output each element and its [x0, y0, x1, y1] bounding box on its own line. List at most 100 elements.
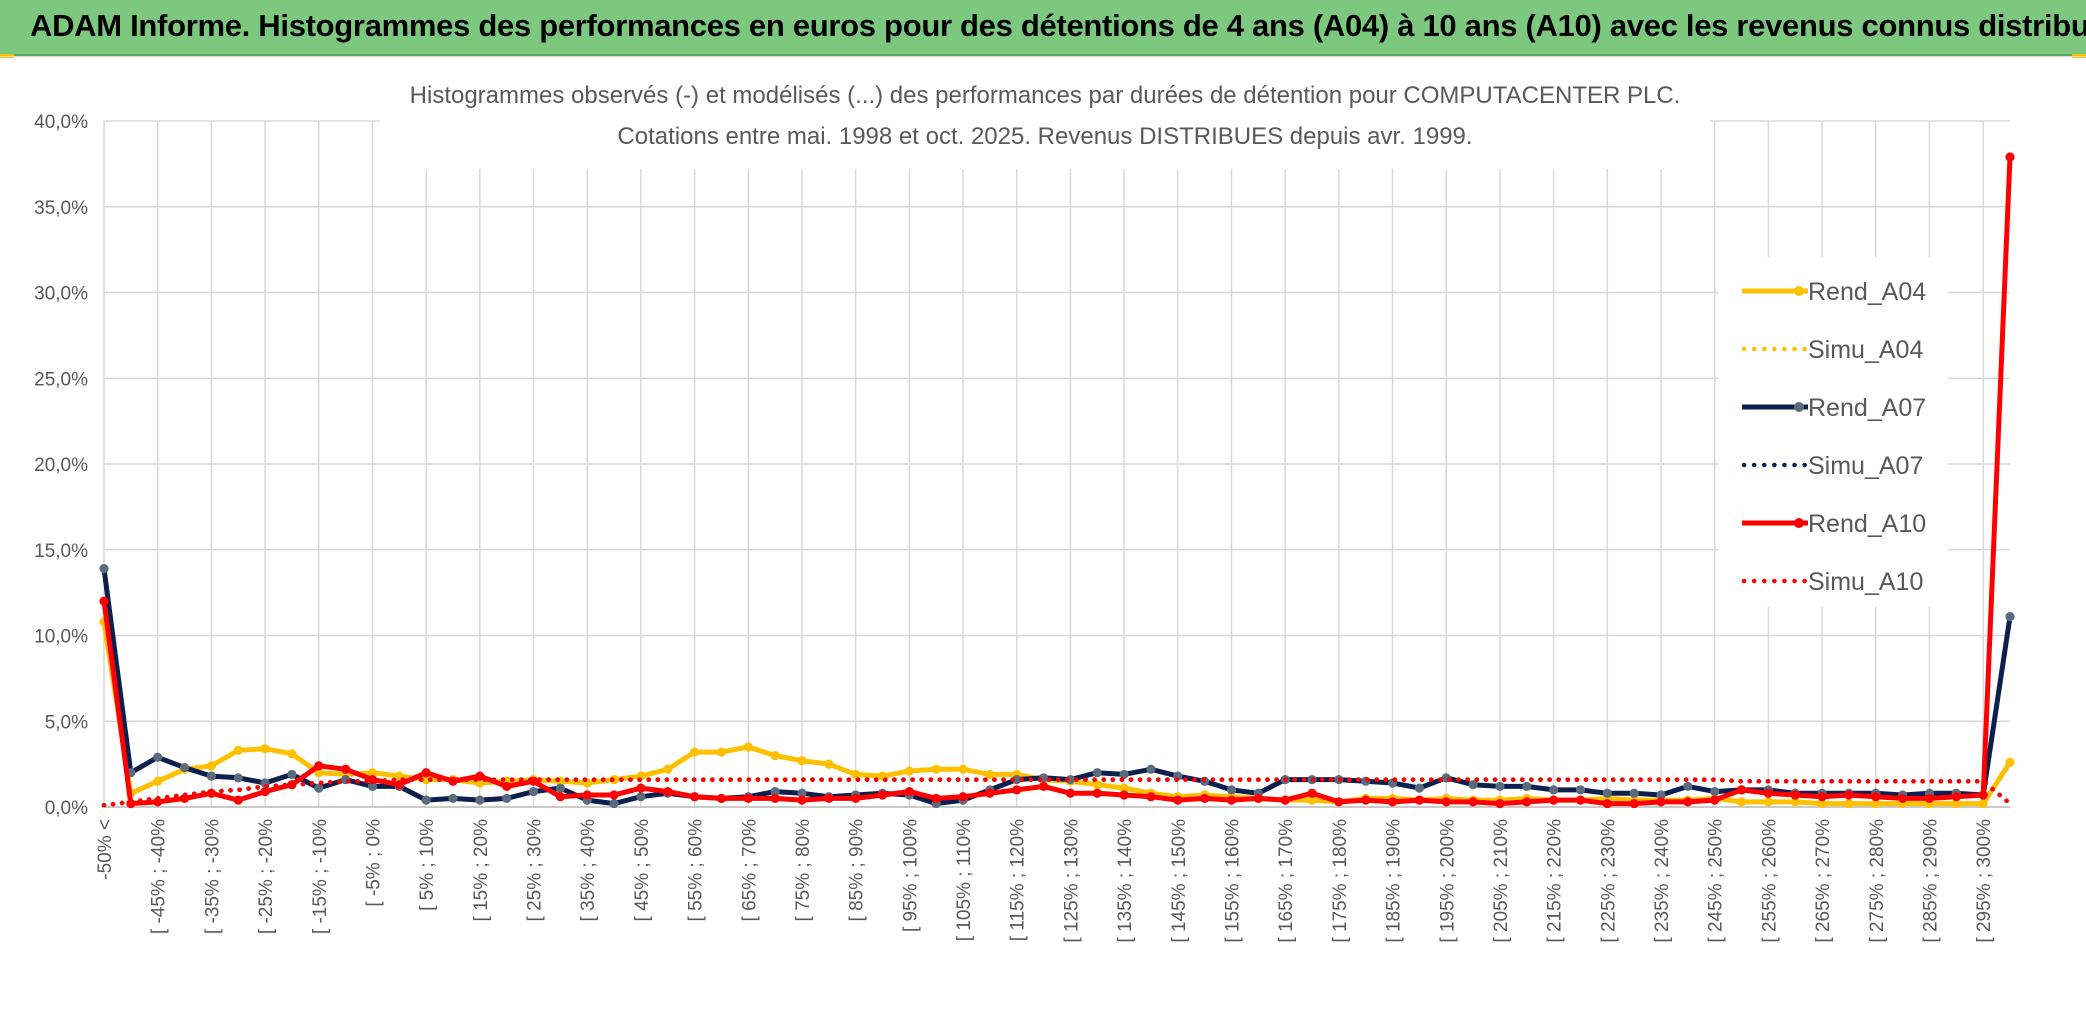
data-point-Rend_A10 [1844, 790, 1854, 800]
x-tick-label: [ 255% ; 260% [1759, 819, 1780, 943]
data-point-Rend_A07 [1629, 788, 1639, 798]
data-point-Rend_A07 [367, 781, 378, 792]
x-tick-label: [ -45% ; -40% [149, 819, 170, 934]
data-point-Rend_A10 [797, 795, 807, 805]
data-point-Rend_A07 [555, 783, 565, 793]
data-point-Rend_A07 [1522, 781, 1532, 792]
data-point-Rend_A07 [233, 773, 243, 783]
data-point-Rend_A10 [1817, 792, 1827, 802]
data-point-Rend_A04 [2005, 757, 2015, 768]
data-point-Rend_A10 [1495, 798, 1505, 809]
data-point-Rend_A10 [233, 795, 243, 805]
chart-legend: Rend_A04 Simu_A04 Rend_A07 Simu_A07 Rend_A10… [1718, 257, 1948, 607]
x-tick-label: [ 75% ; 80% [793, 819, 814, 922]
y-tick-label: 20,0% [34, 455, 88, 476]
data-point-Rend_A07 [1468, 780, 1478, 790]
data-point-Rend_A07 [1495, 781, 1505, 792]
data-point-Rend_A04 [958, 764, 968, 774]
legend-marker-Rend_A07 [1794, 402, 1804, 412]
data-point-Rend_A10 [1549, 795, 1559, 805]
data-point-Rend_A10 [1280, 795, 1290, 805]
data-point-Rend_A10 [1119, 790, 1129, 800]
chart-subtitle: Cotations entre mai. 1998 et oct. 2025. … [617, 123, 1472, 150]
data-point-Rend_A07 [770, 786, 780, 797]
data-point-Rend_A10 [99, 596, 109, 606]
data-point-Rend_A10 [394, 780, 404, 790]
data-point-Rend_A10 [260, 786, 270, 797]
data-point-Rend_A10 [582, 790, 592, 800]
data-point-Rend_A07 [1119, 769, 1129, 780]
chart-grid [103, 120, 2010, 808]
x-tick-label: [ 285% ; 290% [1920, 819, 1941, 943]
data-point-Rend_A04 [153, 776, 163, 786]
data-point-Rend_A04 [1790, 797, 1800, 807]
legend-label-Simu_A04: Simu_A04 [1808, 336, 1923, 364]
x-tick-label: [ 165% ; 170% [1276, 819, 1297, 943]
legend-marker-Rend_A04 [1794, 286, 1804, 296]
data-point-Rend_A04 [421, 774, 431, 785]
x-tick-label: [ 25% ; 30% [525, 819, 546, 922]
x-tick-label: [ 65% ; 70% [739, 819, 760, 922]
x-tick-label: [ 205% ; 210% [1491, 819, 1512, 943]
data-point-Rend_A10 [1710, 795, 1720, 805]
y-tick-label: 15,0% [34, 541, 88, 562]
data-point-Rend_A10 [421, 768, 431, 778]
data-point-Rend_A10 [824, 793, 834, 804]
data-point-Rend_A04 [689, 747, 700, 757]
data-point-Rend_A10 [1763, 788, 1773, 798]
x-tick-label: [ 225% ; 230% [1598, 819, 1619, 943]
data-point-Rend_A04 [367, 768, 378, 778]
x-tick-label: [ -35% ; -30% [202, 819, 223, 934]
data-point-Rend_A07 [1092, 768, 1102, 778]
y-tick-label: 40,0% [34, 112, 88, 133]
data-point-Rend_A07 [609, 798, 619, 809]
y-axis-labels: 0,0% 5,0% 10,0% 15,0% 20,0% 25,0% 30,0% 35,0% 40… [34, 112, 88, 819]
data-point-Rend_A10 [851, 793, 861, 804]
x-tick-label: [ 155% ; 160% [1222, 819, 1243, 943]
data-point-Rend_A07 [1414, 783, 1425, 793]
data-point-Rend_A10 [1226, 795, 1237, 805]
legend-label-Rend_A10: Rend_A10 [1808, 510, 1926, 538]
y-tick-label: 30,0% [34, 284, 88, 305]
data-point-Rend_A10 [1629, 798, 1639, 809]
legend-label-Simu_A10: Simu_A10 [1808, 568, 1923, 596]
data-point-Rend_A10 [609, 790, 619, 800]
x-tick-label: [ 185% ; 190% [1384, 819, 1405, 943]
x-tick-label: [ 145% ; 150% [1169, 819, 1190, 943]
data-point-Rend_A07 [1710, 786, 1720, 797]
data-point-Rend_A07 [502, 793, 512, 804]
data-point-Rend_A10 [958, 792, 968, 802]
x-tick-label: [ 105% ; 110% [954, 819, 975, 941]
data-point-Rend_A10 [1951, 792, 1961, 802]
series-Simu_A10 [101, 777, 2013, 808]
data-point-Rend_A04 [287, 749, 297, 759]
x-tick-label: [ 175% ; 180% [1330, 819, 1351, 943]
data-point-Rend_A07 [1146, 764, 1156, 774]
data-point-Rend_A10 [1683, 797, 1693, 807]
data-point-Rend_A10 [689, 792, 700, 802]
data-point-Rend_A10 [1898, 793, 1908, 804]
data-point-Rend_A04 [1951, 798, 1961, 809]
data-point-Rend_A10 [1656, 797, 1666, 807]
x-tick-label: [ -5% ; 0% [363, 819, 384, 907]
data-point-Rend_A10 [1200, 793, 1210, 804]
data-point-Rend_A04 [1817, 798, 1827, 809]
data-point-Rend_A10 [636, 783, 646, 793]
data-point-Rend_A04 [743, 742, 753, 752]
data-point-Rend_A10 [770, 793, 780, 804]
data-point-Rend_A10 [1871, 792, 1881, 802]
data-point-Rend_A04 [851, 769, 861, 780]
chart-title-background [380, 59, 1710, 169]
data-point-Rend_A04 [1763, 797, 1773, 807]
series-Rend_A10 [99, 152, 2015, 809]
data-point-Rend_A10 [1522, 797, 1532, 807]
data-point-Rend_A07 [206, 771, 216, 781]
data-point-Rend_A04 [1978, 798, 1988, 809]
data-point-Rend_A10 [1602, 798, 1612, 809]
y-tick-label: 0,0% [45, 798, 88, 819]
x-tick-label: [ 195% ; 200% [1437, 819, 1458, 943]
x-axis-labels: -50% < [ -45% ; -40% [ -35% ; -30% [ -25% ;… [95, 819, 1995, 943]
data-point-Rend_A10 [1173, 795, 1183, 805]
data-point-Rend_A10 [1924, 793, 1935, 804]
data-point-Rend_A10 [1575, 795, 1586, 805]
